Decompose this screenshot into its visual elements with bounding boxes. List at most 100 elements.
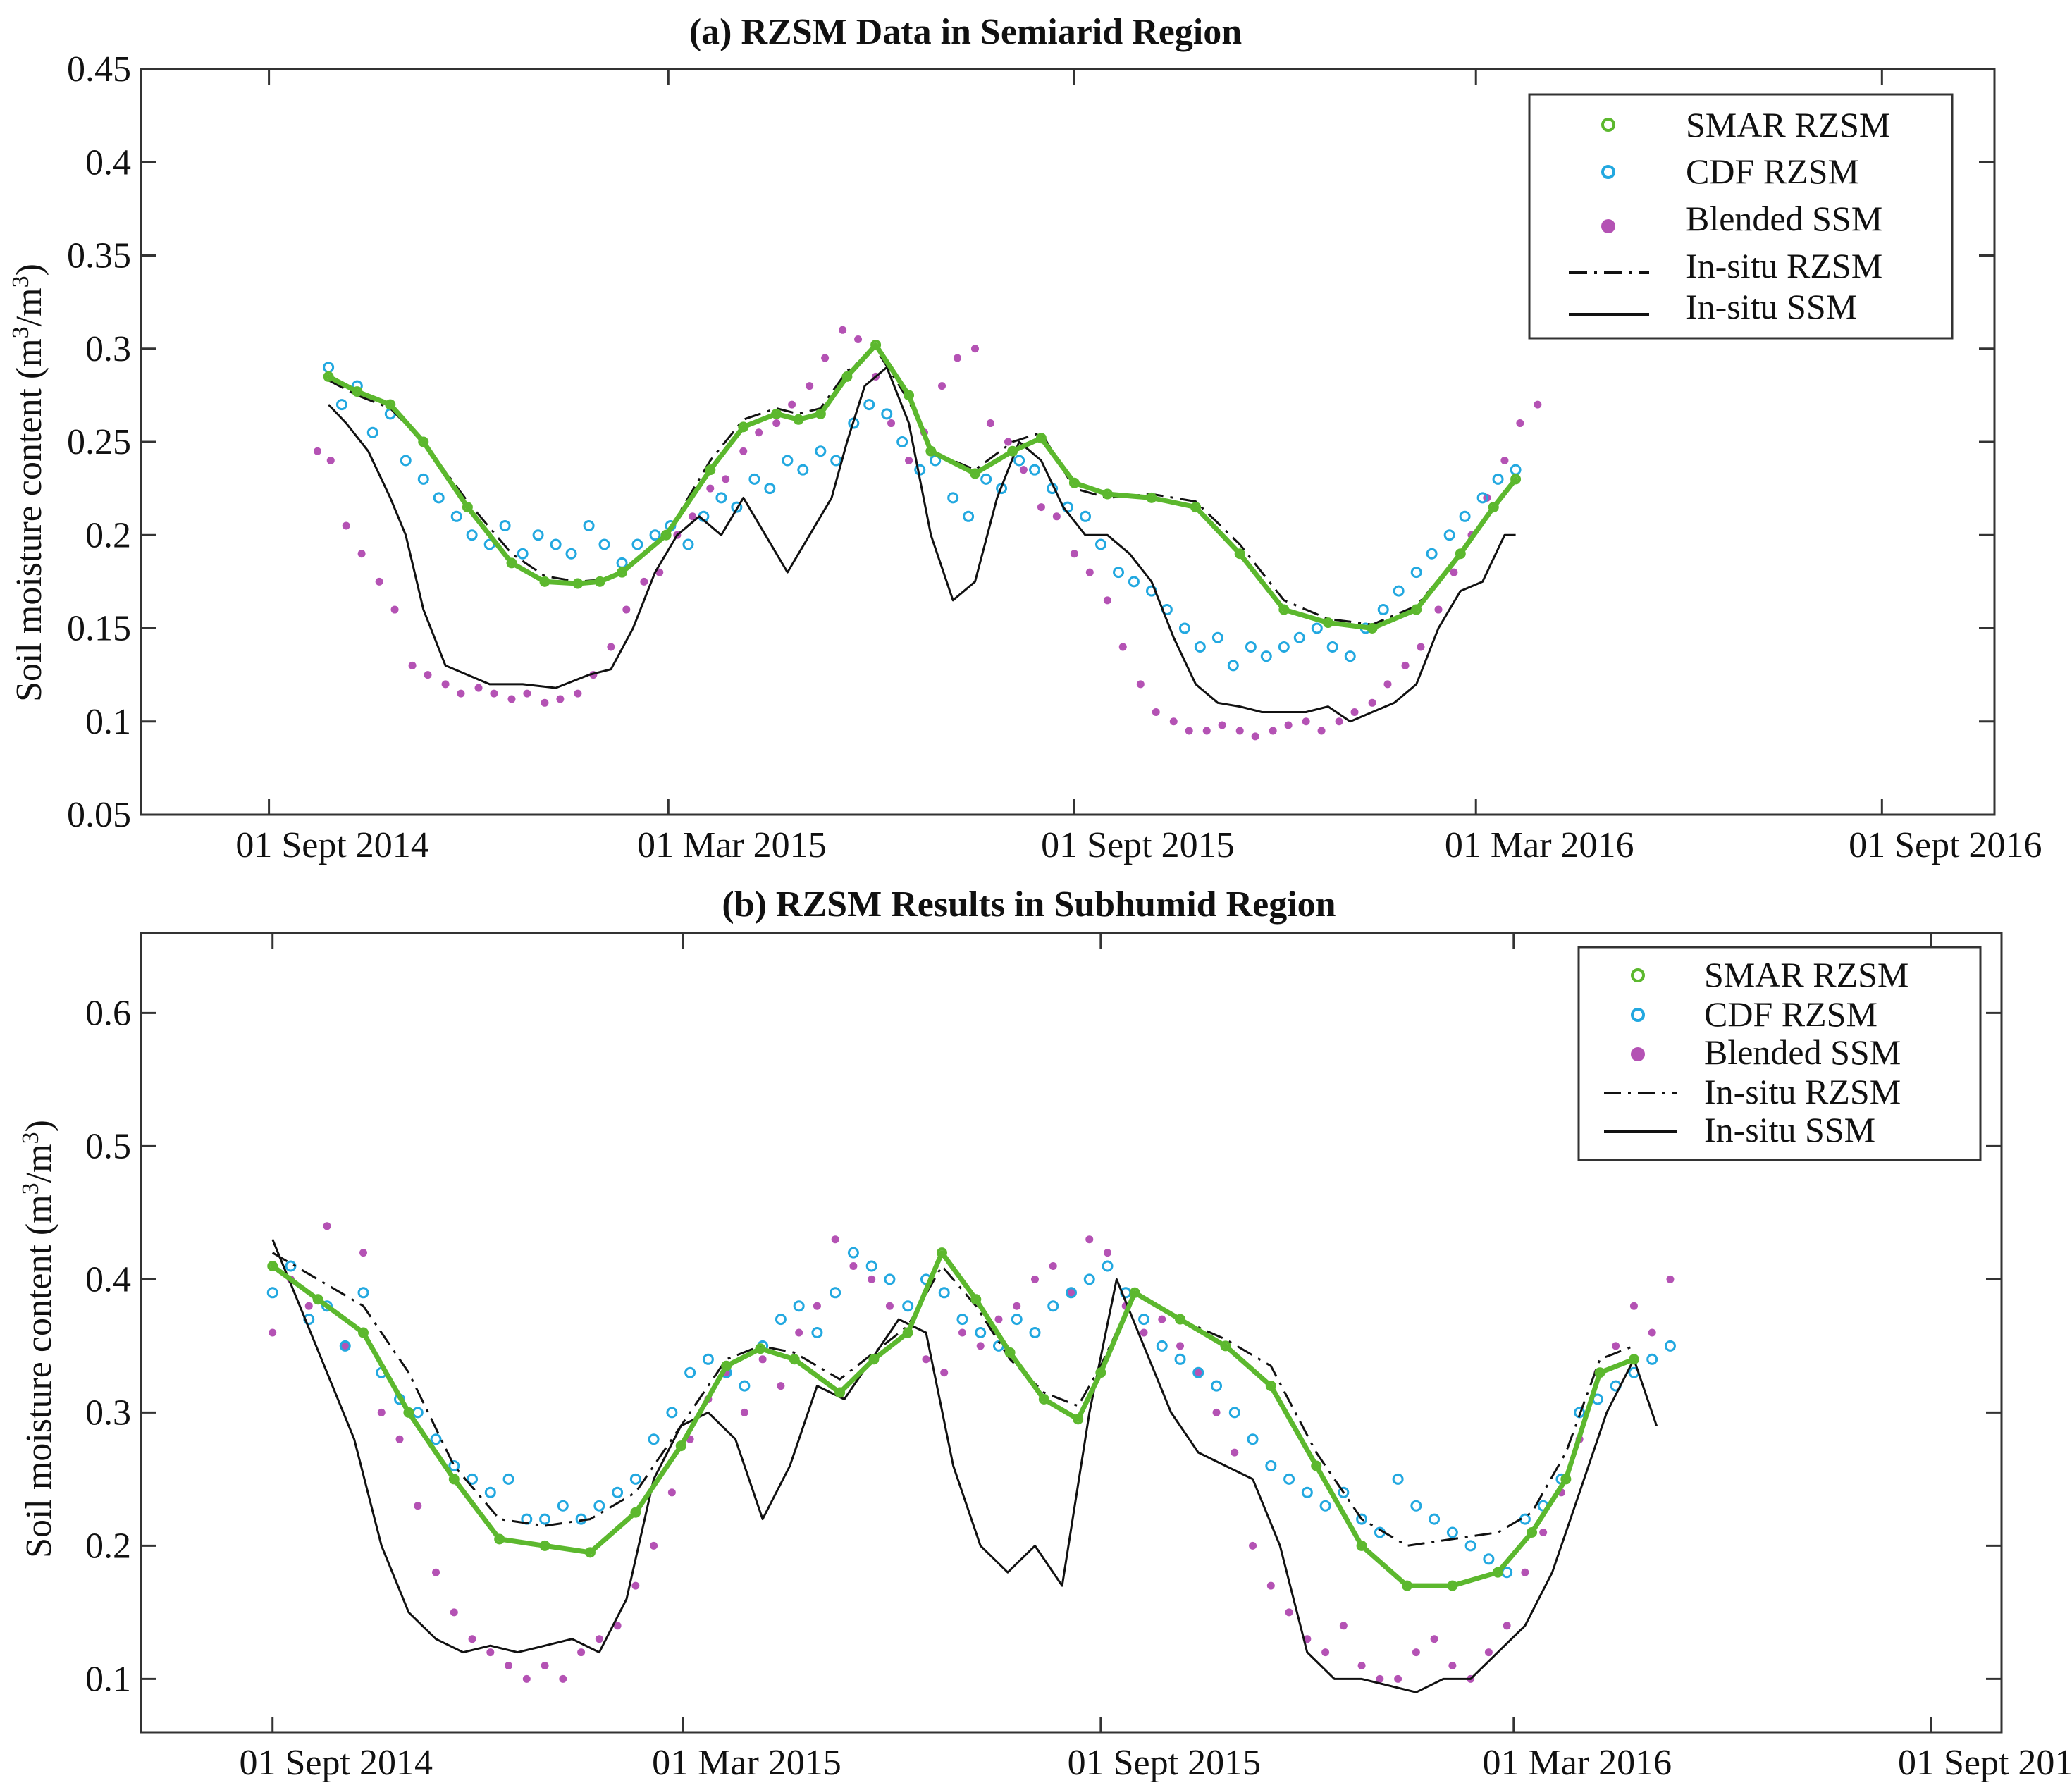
data-point: [755, 428, 763, 437]
legend-marker-blended: [1601, 219, 1615, 233]
data-point: [1178, 622, 1190, 634]
data-point: [395, 1435, 404, 1443]
series-smar-rzsm: [323, 339, 1522, 634]
data-point: [269, 1328, 277, 1337]
data-point: [1338, 1486, 1350, 1498]
legend-marker-cdf: [1631, 1008, 1645, 1022]
panel-b-subhumid: (b) RZSM Results in Subhumid Region Soil…: [18, 884, 2072, 1783]
data-point: [595, 1635, 603, 1643]
data-point: [1066, 1287, 1077, 1299]
chart-title: (b) RZSM Results in Subhumid Region: [722, 884, 1336, 925]
data-point: [1450, 568, 1458, 576]
axis-ticks: 0.1 0.2 0.3 0.4 0.5 0.6 01 Sept 2014 01 Mar 201…: [85, 933, 2072, 1783]
data-point: [994, 1315, 1003, 1323]
data-point: [1284, 721, 1293, 729]
data-point: [849, 1262, 858, 1270]
data-point: [980, 473, 992, 485]
data-point: [507, 695, 516, 703]
data-point: [593, 1500, 605, 1512]
data-point: [1434, 605, 1443, 614]
data-point: [484, 1486, 496, 1498]
panel-a-semiarid: (a) RZSM Data in Semiarid Region Soil mo…: [8, 12, 2042, 865]
data-point: [457, 689, 465, 698]
data-point: [947, 492, 959, 504]
data-series: [313, 326, 1542, 741]
y-tick-label: 0.15: [67, 609, 131, 649]
legend-label-insitu-ssm: In-situ SSM: [1686, 287, 1857, 326]
data-point: [1194, 641, 1206, 653]
data-point: [1664, 1340, 1676, 1352]
data-point: [1176, 1342, 1185, 1350]
data-point: [450, 1608, 458, 1617]
data-point: [1140, 1328, 1148, 1337]
data-point: [1357, 1662, 1366, 1669]
data-point: [577, 1648, 586, 1657]
y-tick-label: 0.5: [85, 1126, 131, 1166]
x-tick-label: 01 Mar 2015: [652, 1743, 841, 1783]
data-point: [684, 1366, 696, 1378]
legend: SMAR RZSM CDF RZSM Blended SSM In-situ R…: [1528, 93, 1954, 340]
data-point: [702, 1353, 714, 1365]
data-point: [607, 643, 615, 651]
data-point: [408, 661, 417, 669]
data-point: [1350, 708, 1359, 717]
series-in-situ-ssm: [328, 366, 1516, 723]
data-point: [414, 1502, 422, 1510]
data-point: [902, 1300, 914, 1312]
data-point: [532, 529, 544, 541]
data-point: [1004, 438, 1012, 446]
legend-marker-cdf: [1601, 165, 1615, 179]
data-point: [1446, 1526, 1458, 1538]
data-point: [467, 1473, 479, 1485]
legend-marker-smar: [1631, 968, 1645, 982]
data-point: [1483, 1553, 1495, 1565]
data-point: [731, 501, 743, 513]
data-point: [854, 335, 863, 344]
data-point: [430, 1433, 442, 1445]
x-tick-label: 01 Sept 2015: [1041, 825, 1234, 865]
data-point: [1356, 1513, 1368, 1525]
ylabel-part: ): [9, 264, 49, 276]
data-point: [574, 689, 582, 698]
data-point: [868, 1275, 876, 1283]
data-point: [490, 689, 498, 698]
data-point: [1211, 1380, 1223, 1392]
data-point: [1392, 1473, 1404, 1485]
data-point: [631, 538, 643, 550]
data-point: [839, 326, 847, 334]
data-point: [1169, 717, 1178, 726]
data-point: [622, 605, 631, 614]
data-point: [971, 345, 979, 353]
data-point: [1344, 650, 1356, 662]
data-point: [1174, 1353, 1186, 1365]
data-point: [1094, 538, 1106, 550]
series-smar-rzsm: [267, 1247, 1639, 1591]
data-point: [811, 1327, 823, 1338]
data-point: [304, 1302, 313, 1310]
ylabel-part: /m: [9, 288, 49, 326]
data-point: [1104, 1249, 1112, 1257]
data-point: [788, 400, 796, 409]
x-tick-label: 01 Sept 2016: [1849, 825, 2042, 865]
data-point: [1202, 727, 1211, 735]
data-point: [502, 1473, 514, 1485]
data-point: [881, 408, 893, 420]
data-point: [958, 1328, 966, 1337]
data-point: [441, 680, 450, 689]
data-point: [1192, 1366, 1204, 1378]
data-point: [1426, 548, 1438, 560]
data-point: [885, 1302, 894, 1310]
y-axis-label: Soil moisture content (m3/m3): [8, 264, 50, 702]
data-point: [775, 1314, 787, 1326]
data-point: [1211, 631, 1223, 643]
data-point: [938, 382, 946, 390]
y-tick-label: 0.4: [85, 142, 131, 183]
data-point: [1283, 1473, 1295, 1485]
x-tick-label: 01 Mar 2016: [1445, 825, 1634, 865]
data-point: [976, 1342, 985, 1350]
data-point: [450, 510, 462, 522]
data-point: [1231, 1448, 1239, 1457]
data-point: [1152, 708, 1160, 717]
data-point: [1503, 1622, 1511, 1630]
data-point: [1377, 604, 1389, 616]
